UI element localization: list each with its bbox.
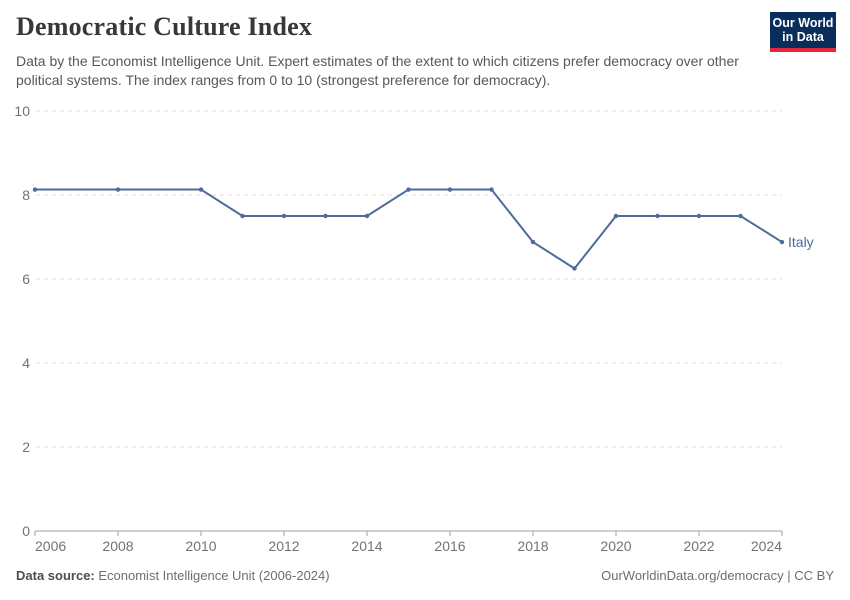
owid-logo[interactable]: Our World in Data bbox=[770, 12, 836, 52]
x-tick-label: 2022 bbox=[683, 538, 714, 554]
data-point[interactable] bbox=[447, 187, 453, 192]
data-point[interactable] bbox=[738, 213, 743, 219]
owid-logo-line1: Our World bbox=[772, 15, 834, 30]
x-tick-label: 2020 bbox=[600, 538, 631, 554]
chart-footer: Data source: Economist Intelligence Unit… bbox=[16, 568, 834, 583]
data-point[interactable] bbox=[364, 213, 370, 219]
data-point[interactable] bbox=[281, 213, 287, 219]
x-tick-label: 2006 bbox=[35, 538, 66, 554]
y-tick-label: 8 bbox=[22, 187, 30, 203]
y-tick-label: 10 bbox=[14, 103, 30, 119]
chart-subtitle: Data by the Economist Intelligence Unit.… bbox=[16, 53, 739, 89]
y-tick-label: 4 bbox=[22, 355, 30, 371]
data-point[interactable] bbox=[613, 213, 619, 219]
owid-logo-line2: in Data bbox=[782, 30, 824, 44]
data-source-label: Data source: bbox=[16, 568, 95, 583]
data-point[interactable] bbox=[696, 213, 702, 219]
y-tick-label: 6 bbox=[22, 271, 30, 287]
credit-link[interactable]: OurWorldinData.org/democracy | CC BY bbox=[601, 568, 834, 583]
x-tick-label: 2010 bbox=[185, 538, 216, 554]
data-point[interactable] bbox=[572, 266, 577, 271]
data-point[interactable] bbox=[779, 239, 785, 245]
data-point[interactable] bbox=[115, 187, 121, 192]
page-title: Democratic Culture Index bbox=[16, 12, 313, 41]
x-tick-label: 2018 bbox=[517, 538, 548, 554]
data-point[interactable] bbox=[323, 213, 328, 219]
y-tick-label: 2 bbox=[22, 439, 30, 455]
x-tick-label: 2014 bbox=[351, 538, 382, 554]
data-point[interactable] bbox=[655, 213, 660, 219]
x-tick-label: 2008 bbox=[102, 538, 133, 554]
x-tick-label: 2016 bbox=[434, 538, 465, 554]
data-point[interactable] bbox=[530, 239, 536, 245]
x-tick-label: 2024 bbox=[751, 538, 782, 554]
data-point[interactable] bbox=[240, 213, 245, 219]
x-tick-label: 2012 bbox=[268, 538, 299, 554]
series-label-italy[interactable]: Italy bbox=[788, 234, 814, 250]
data-source-note: Data source: Economist Intelligence Unit… bbox=[16, 568, 330, 583]
data-source-value: Economist Intelligence Unit (2006-2024) bbox=[94, 568, 330, 583]
data-point[interactable] bbox=[489, 187, 494, 192]
data-point[interactable] bbox=[32, 187, 38, 192]
data-series-line[interactable] bbox=[34, 188, 783, 270]
data-point[interactable] bbox=[198, 187, 204, 192]
data-point[interactable] bbox=[406, 187, 411, 192]
y-tick-label: 0 bbox=[22, 523, 30, 539]
